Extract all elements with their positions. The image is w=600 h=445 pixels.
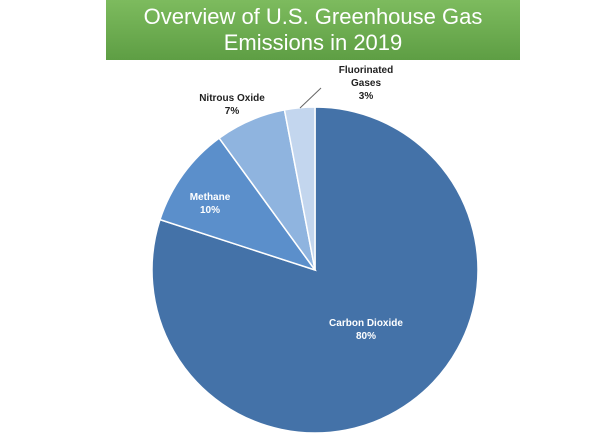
fluorinated-gases-leader-line bbox=[299, 87, 322, 109]
pie-category-label-fluorinated-gases: Gases bbox=[351, 78, 381, 89]
pie-category-label-fluorinated-gases: Fluorinated bbox=[339, 65, 393, 76]
pie-slice-methane bbox=[159, 137, 317, 272]
chart-title: Overview of U.S. Greenhouse Gas Emission… bbox=[106, 0, 520, 60]
pie-category-label-methane: Methane bbox=[190, 192, 231, 203]
pie-value-label-nitrous-oxide: 7% bbox=[225, 106, 240, 117]
pie-value-label-methane: 10% bbox=[200, 205, 220, 216]
pie-value-label-fluorinated-gases: 3% bbox=[359, 91, 374, 102]
chart-title-line-1: Overview of U.S. Greenhouse Gas bbox=[143, 4, 483, 29]
pie-value-label-carbon-dioxide: 80% bbox=[356, 331, 376, 342]
pie-slice-fluorinated-gases bbox=[283, 106, 316, 271]
chart-title-line-2: Emissions in 2019 bbox=[223, 30, 403, 55]
pie-slice-carbon-dioxide bbox=[151, 106, 479, 434]
pie-category-label-nitrous-oxide: Nitrous Oxide bbox=[199, 93, 265, 104]
pie-category-label-carbon-dioxide: Carbon Dioxide bbox=[329, 318, 403, 329]
